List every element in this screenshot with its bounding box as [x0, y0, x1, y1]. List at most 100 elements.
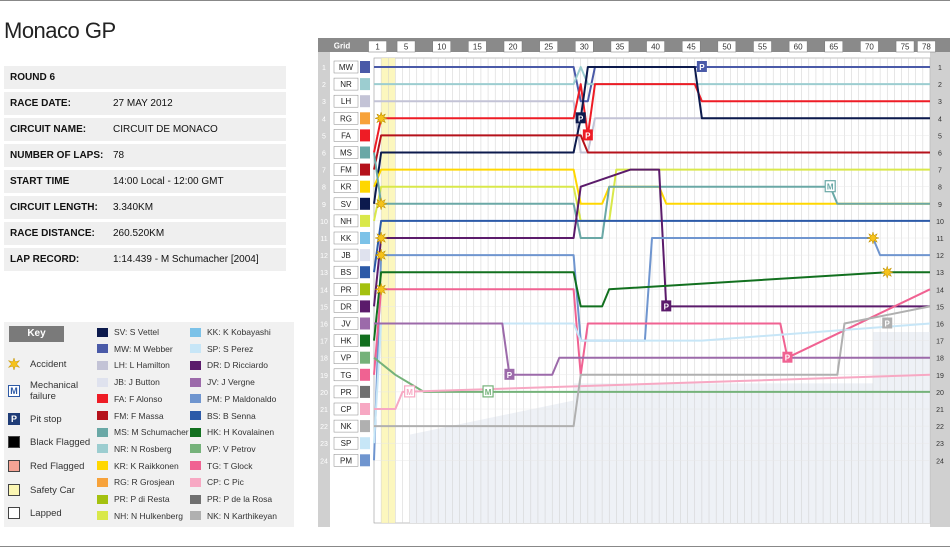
driver-legend-item: FA: F Alonso	[97, 394, 162, 404]
lap-tick-label: 55	[758, 43, 767, 52]
driver-line-dr	[373, 168, 930, 308]
grid-color-chip	[360, 420, 370, 433]
driver-legend-label: VP: V Petrov	[207, 443, 256, 454]
key-item-red-flag: Red Flagged	[8, 460, 84, 472]
driver-legend-label: NH: N Hulkenberg	[114, 510, 183, 521]
info-value: 78	[113, 150, 125, 161]
grid-driver-code: MS	[340, 149, 352, 158]
position-label-right: 7	[938, 168, 942, 175]
driver-legend-item: NH: N Hulkenberg	[97, 511, 183, 521]
accident-marker	[880, 265, 895, 280]
lap-tick-label: 20	[509, 43, 518, 52]
driver-legend-item: SV: S Vettel	[97, 327, 159, 337]
driver-legend-item: TG: T Glock	[190, 461, 253, 471]
pit-stop-glyph: P	[578, 114, 584, 123]
position-label-left: 14	[320, 287, 328, 294]
lap-tick-label: 50	[722, 43, 731, 52]
driver-color-swatch	[97, 511, 108, 521]
info-label: ROUND 6	[10, 72, 56, 83]
driver-legend-item: LH: L Hamilton	[97, 360, 170, 370]
star-burst-icon	[8, 357, 20, 371]
pit-stop-marker	[696, 61, 707, 72]
driver-color-swatch	[190, 344, 201, 354]
position-label-right: 10	[936, 219, 944, 226]
position-label-right: 23	[936, 441, 944, 448]
grid-color-chip	[360, 283, 370, 296]
lapped-area	[409, 332, 931, 523]
grid-color-chip	[360, 317, 370, 330]
driver-color-swatch	[97, 344, 108, 354]
grid-driver-code: NR	[340, 80, 352, 89]
position-column-left	[318, 52, 330, 527]
driver-line-lh	[374, 100, 930, 154]
grid-color-chip	[360, 112, 370, 125]
driver-legend-item: MW: M Webber	[97, 344, 173, 354]
position-label-left: 4	[322, 116, 326, 123]
key-item-label: Lapped	[30, 507, 62, 519]
driver-color-swatch	[97, 411, 108, 420]
grid-code-box	[333, 334, 359, 347]
position-label-left: 2	[322, 82, 326, 89]
pit-stop-marker	[504, 368, 515, 380]
position-column-right	[930, 52, 950, 527]
position-label-right: 20	[936, 390, 944, 397]
position-label-right: 19	[936, 373, 944, 380]
lap-tick-box	[503, 40, 523, 53]
grid-code-box	[333, 163, 359, 176]
info-label: RACE DISTANCE:	[10, 228, 95, 239]
accident-marker	[374, 196, 389, 211]
accident-marker	[374, 282, 389, 297]
lap-tick-label: 60	[794, 43, 803, 52]
driver-legend-label: NR: N Rosberg	[114, 443, 172, 454]
info-row: RACE DATE: 27 MAY 2012	[4, 92, 286, 115]
grid-driver-code: MW	[339, 63, 354, 72]
lapped-swatch	[8, 507, 20, 519]
safety-car-swatch	[8, 484, 20, 496]
grid-color-chip	[360, 146, 370, 159]
pit-stop-marker	[575, 112, 586, 124]
info-row: CIRCUIT NAME: CIRCUIT DE MONACO	[4, 118, 286, 141]
info-label: LAP RECORD:	[10, 254, 80, 265]
position-label-left: 23	[320, 441, 328, 448]
lap-tick-box	[788, 40, 808, 53]
driver-legend-label: JV: J Vergne	[207, 377, 255, 388]
driver-line-nk	[374, 305, 931, 428]
grid-driver-code: SV	[341, 200, 352, 209]
grid-color-chip	[360, 129, 370, 142]
pit-stop-marker	[782, 351, 793, 363]
driver-color-swatch	[97, 494, 108, 504]
mechanical-failure-icon: M	[8, 385, 20, 397]
grid-driver-code: KK	[341, 234, 352, 243]
red-flag-swatch	[8, 460, 20, 472]
driver-legend-item: KR: K Raikkonen	[97, 461, 179, 471]
driver-color-swatch	[97, 377, 108, 387]
position-label-right: 17	[936, 339, 944, 346]
grid-code-box	[333, 368, 359, 382]
lap-tick-box	[368, 40, 387, 53]
position-label-left: 13	[320, 270, 328, 277]
key-item-mechanical: M Mechanical failure	[8, 380, 78, 402]
position-label-left: 17	[320, 339, 328, 346]
top-divider	[0, 0, 950, 1]
position-label-left: 21	[320, 407, 328, 414]
accident-marker	[374, 248, 389, 262]
lap-tick-label: 40	[651, 43, 660, 52]
pit-stop-glyph: P	[885, 320, 891, 329]
position-label-right: 21	[936, 407, 944, 414]
driver-color-swatch	[190, 477, 201, 487]
position-label-right: 6	[938, 151, 942, 158]
info-row: START TIME 14:00 Local - 12:00 GMT	[4, 170, 286, 193]
position-label-right: 9	[938, 202, 942, 209]
driver-legend-label: DR: D Ricciardo	[207, 360, 268, 371]
position-label-left: 11	[320, 236, 327, 243]
key-item-label: Mechanical failure	[30, 380, 79, 402]
grid-driver-code: VP	[341, 354, 352, 363]
driver-legend-label: KR: K Raikkonen	[114, 460, 179, 471]
grid-color-chip	[360, 300, 370, 313]
grid-driver-code: DR	[340, 302, 352, 311]
mechanical-failure-marker	[404, 385, 416, 398]
key-item-label: Safety Car	[30, 484, 75, 496]
grid-color-chip	[360, 385, 370, 398]
chart-key: Key Accident M Mechanical failure P Pit stop B…	[4, 322, 294, 527]
lap-tick-box	[895, 40, 915, 53]
